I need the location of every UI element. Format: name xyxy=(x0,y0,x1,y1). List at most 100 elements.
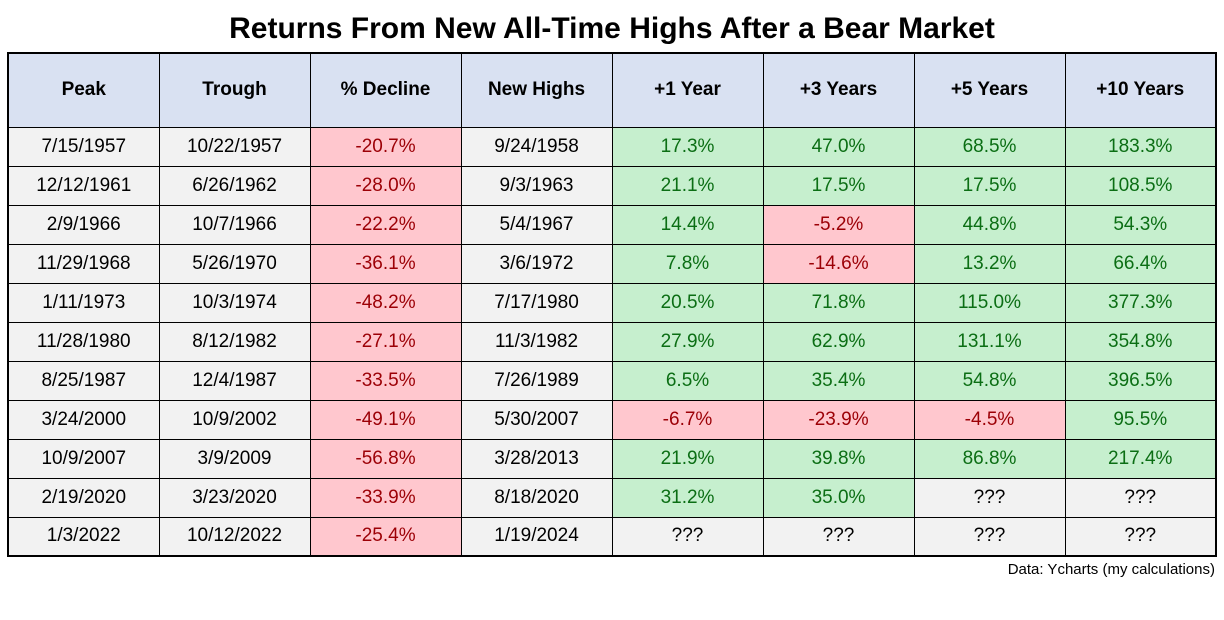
cell-peak: 1/3/2022 xyxy=(7,516,160,557)
cell-plus-5-years: 86.8% xyxy=(913,438,1066,479)
cell-new-highs: 3/6/1972 xyxy=(460,243,613,284)
table-header: Peak Trough% Decline New Highs +1 Year +3 Ye… xyxy=(7,52,1217,128)
cell-plus-3-years: 17.5% xyxy=(762,165,915,206)
cell-pct-decline: -49.1% xyxy=(309,399,462,440)
cell-plus-1-year: 27.9% xyxy=(611,321,764,362)
cell-pct-decline: -25.4% xyxy=(309,516,462,557)
cell-plus-1-year: -6.7% xyxy=(611,399,764,440)
table-row: 2/19/2020 3/23/2020 -33.9% 8/18/2020 31.2% 35… xyxy=(7,477,1217,518)
table-row: 11/29/1968 5/26/1970 -36.1% 3/6/1972 7.8% -14… xyxy=(7,243,1217,284)
cell-peak: 2/19/2020 xyxy=(7,477,160,518)
cell-peak: 11/29/1968 xyxy=(7,243,160,284)
cell-plus-3-years: -14.6% xyxy=(762,243,915,284)
cell-pct-decline: -33.5% xyxy=(309,360,462,401)
column-header-plus-10-years: +10 Years xyxy=(1064,52,1217,128)
cell-plus-10-years: ??? xyxy=(1064,516,1217,557)
column-header-pct-decline: % Decline xyxy=(309,52,462,128)
cell-peak: 10/9/2007 xyxy=(7,438,160,479)
cell-pct-decline: -22.2% xyxy=(309,204,462,245)
column-header-plus-1-year: +1 Year xyxy=(611,52,764,128)
cell-new-highs: 11/3/1982 xyxy=(460,321,613,362)
cell-new-highs: 9/24/1958 xyxy=(460,126,613,167)
cell-trough: 10/7/1966 xyxy=(158,204,311,245)
cell-plus-1-year: 14.4% xyxy=(611,204,764,245)
cell-plus-10-years: ??? xyxy=(1064,477,1217,518)
table-row: 7/15/1957 10/22/1957 -20.7% 9/24/1958 17.3% 4… xyxy=(7,126,1217,167)
column-header-plus-3-years: +3 Years xyxy=(762,52,915,128)
cell-plus-10-years: 108.5% xyxy=(1064,165,1217,206)
table-row: 1/3/2022 10/12/2022 -25.4% 1/19/2024???????… xyxy=(7,516,1217,557)
header-row: Peak Trough% Decline New Highs +1 Year +3 Ye… xyxy=(7,52,1217,128)
cell-trough: 3/9/2009 xyxy=(158,438,311,479)
cell-plus-10-years: 183.3% xyxy=(1064,126,1217,167)
cell-peak: 7/15/1957 xyxy=(7,126,160,167)
cell-new-highs: 8/18/2020 xyxy=(460,477,613,518)
cell-trough: 8/12/1982 xyxy=(158,321,311,362)
cell-peak: 1/11/1973 xyxy=(7,282,160,323)
column-header-new-highs: New Highs xyxy=(460,52,613,128)
cell-plus-1-year: ??? xyxy=(611,516,764,557)
cell-trough: 10/3/1974 xyxy=(158,282,311,323)
cell-peak: 3/24/2000 xyxy=(7,399,160,440)
cell-plus-5-years: ??? xyxy=(913,477,1066,518)
cell-plus-3-years: 62.9% xyxy=(762,321,915,362)
cell-trough: 10/12/2022 xyxy=(158,516,311,557)
cell-new-highs: 5/4/1967 xyxy=(460,204,613,245)
cell-plus-10-years: 66.4% xyxy=(1064,243,1217,284)
cell-plus-3-years: 35.4% xyxy=(762,360,915,401)
cell-plus-1-year: 20.5% xyxy=(611,282,764,323)
cell-plus-3-years: -23.9% xyxy=(762,399,915,440)
cell-plus-1-year: 6.5% xyxy=(611,360,764,401)
cell-trough: 5/26/1970 xyxy=(158,243,311,284)
table-row: 1/11/1973 10/3/1974 -48.2% 7/17/1980 20.5% 71… xyxy=(7,282,1217,323)
cell-plus-3-years: ??? xyxy=(762,516,915,557)
table-row: 11/28/1980 8/12/1982 -27.1% 11/3/1982 27.9% 6… xyxy=(7,321,1217,362)
cell-plus-1-year: 17.3% xyxy=(611,126,764,167)
cell-plus-10-years: 377.3% xyxy=(1064,282,1217,323)
cell-pct-decline: -36.1% xyxy=(309,243,462,284)
cell-plus-5-years: 54.8% xyxy=(913,360,1066,401)
cell-plus-10-years: 354.8% xyxy=(1064,321,1217,362)
column-header-plus-5-years: +5 Years xyxy=(913,52,1066,128)
cell-plus-10-years: 217.4% xyxy=(1064,438,1217,479)
cell-new-highs: 9/3/1963 xyxy=(460,165,613,206)
cell-plus-1-year: 31.2% xyxy=(611,477,764,518)
cell-trough: 10/22/1957 xyxy=(158,126,311,167)
cell-peak: 12/12/1961 xyxy=(7,165,160,206)
table-row: 8/25/1987 12/4/1987 -33.5% 7/26/1989 6.5% 35.… xyxy=(7,360,1217,401)
cell-trough: 6/26/1962 xyxy=(158,165,311,206)
cell-new-highs: 7/17/1980 xyxy=(460,282,613,323)
cell-pct-decline: -48.2% xyxy=(309,282,462,323)
cell-trough: 3/23/2020 xyxy=(158,477,311,518)
cell-plus-5-years: 115.0% xyxy=(913,282,1066,323)
cell-plus-1-year: 21.1% xyxy=(611,165,764,206)
page-title: Returns From New All-Time Highs After a … xyxy=(229,12,995,45)
cell-plus-5-years: 68.5% xyxy=(913,126,1066,167)
table-body: 7/15/1957 10/22/1957 -20.7% 9/24/1958 17.3% 4… xyxy=(7,126,1217,557)
returns-table: Peak Trough% Decline New Highs +1 Year +3 Ye… xyxy=(7,52,1217,557)
table-row: 12/12/1961 6/26/1962 -28.0% 9/3/1963 21.1% 17… xyxy=(7,165,1217,206)
cell-plus-3-years: 35.0% xyxy=(762,477,915,518)
column-header-trough: Trough xyxy=(158,52,311,128)
cell-plus-10-years: 95.5% xyxy=(1064,399,1217,440)
data-source-note: Data: Ycharts (my calculations) xyxy=(1007,561,1215,578)
cell-plus-3-years: -5.2% xyxy=(762,204,915,245)
cell-plus-1-year: 21.9% xyxy=(611,438,764,479)
cell-plus-5-years: 17.5% xyxy=(913,165,1066,206)
table-row: 10/9/2007 3/9/2009 -56.8% 3/28/2013 21.9% 39.… xyxy=(7,438,1217,479)
cell-pct-decline: -33.9% xyxy=(309,477,462,518)
cell-peak: 2/9/1966 xyxy=(7,204,160,245)
cell-pct-decline: -56.8% xyxy=(309,438,462,479)
cell-plus-1-year: 7.8% xyxy=(611,243,764,284)
cell-plus-5-years: -4.5% xyxy=(913,399,1066,440)
cell-trough: 12/4/1987 xyxy=(158,360,311,401)
cell-peak: 11/28/1980 xyxy=(7,321,160,362)
cell-plus-5-years: 131.1% xyxy=(913,321,1066,362)
cell-plus-5-years: 13.2% xyxy=(913,243,1066,284)
table-row: 3/24/2000 10/9/2002 -49.1% 5/30/2007 -6.7% -2… xyxy=(7,399,1217,440)
cell-trough: 10/9/2002 xyxy=(158,399,311,440)
cell-plus-10-years: 54.3% xyxy=(1064,204,1217,245)
cell-new-highs: 1/19/2024 xyxy=(460,516,613,557)
cell-new-highs: 3/28/2013 xyxy=(460,438,613,479)
